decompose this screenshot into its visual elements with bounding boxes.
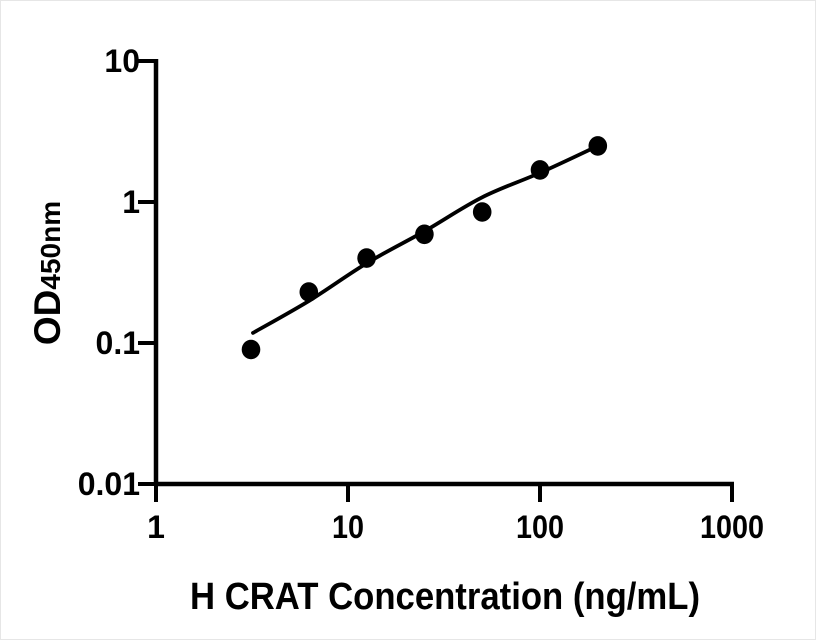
y-tick-label-10: 10 xyxy=(104,43,140,79)
y-axis-title: OD450nm xyxy=(27,201,68,345)
data-point-0 xyxy=(241,339,261,360)
data-point-3 xyxy=(415,224,434,245)
y-tick-label-1: 1 xyxy=(122,184,140,220)
y-axis-title-main: OD xyxy=(27,290,68,346)
y-tick-label-0.01: 0.01 xyxy=(78,466,140,502)
data-point-4 xyxy=(472,202,492,222)
y-axis-title-sub: 450nm xyxy=(35,201,66,290)
x-tick-label-10: 10 xyxy=(332,509,364,545)
data-point-2 xyxy=(357,248,376,268)
x-tick-label-100: 100 xyxy=(516,509,564,545)
data-point-6 xyxy=(588,136,608,156)
x-tick-label-1: 1 xyxy=(147,509,165,545)
data-point-5 xyxy=(530,160,550,180)
y-tick-label-0.1: 0.1 xyxy=(96,325,140,361)
data-point-1 xyxy=(299,282,319,302)
x-tick-label-1000: 1000 xyxy=(700,509,764,545)
x-axis-title: H CRAT Concentration (ng/mL) xyxy=(190,576,700,618)
